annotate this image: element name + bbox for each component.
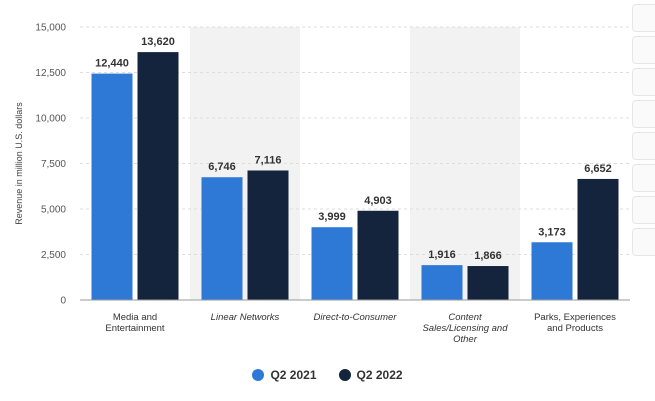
bar: [421, 265, 463, 300]
side-toolbar-button[interactable]: [632, 4, 655, 32]
data-label: 6,652: [584, 163, 612, 175]
bar: [467, 266, 509, 300]
x-tick-label: Content: [448, 312, 482, 323]
bar: [201, 177, 243, 300]
y-tick-label: 12,500: [35, 68, 66, 79]
x-tick-label: and Products: [547, 323, 603, 334]
legend-label-q2-2022: Q2 2022: [356, 368, 403, 382]
x-tick-label: Linear Networks: [211, 312, 280, 323]
x-tick-label: Other: [453, 334, 478, 345]
legend-item-q2-2022[interactable]: Q2 2022: [338, 368, 403, 382]
data-label: 6,746: [208, 161, 236, 173]
data-label: 12,440: [95, 58, 129, 70]
data-label: 7,116: [255, 154, 282, 166]
side-toolbar-button[interactable]: [632, 196, 655, 224]
x-tick-label: Entertainment: [105, 323, 165, 334]
side-toolbar-button[interactable]: [632, 100, 655, 128]
y-tick-label: 5,000: [41, 205, 66, 216]
bar: [311, 227, 353, 300]
legend-item-q2-2021[interactable]: Q2 2021: [252, 368, 317, 382]
x-tick-label: Direct-to-Consumer: [314, 312, 398, 323]
side-toolbar-button[interactable]: [632, 228, 655, 256]
data-label: 4,903: [364, 195, 392, 207]
legend-swatch-q2-2022: [338, 369, 351, 381]
y-tick-label: 15,000: [35, 23, 66, 34]
y-axis-label: Revenue in million U.S. dollars: [14, 102, 24, 225]
data-label: 3,173: [538, 226, 566, 238]
x-tick-label: Sales/Licensing and: [422, 323, 508, 334]
legend: Q2 2021 Q2 2022: [0, 368, 655, 382]
bar: [91, 73, 133, 300]
y-tick-label: 2,500: [41, 250, 66, 261]
bar: [137, 52, 179, 301]
legend-label-q2-2021: Q2 2021: [270, 368, 317, 382]
x-tick-label: Parks, Experiences: [534, 312, 616, 323]
bar: [357, 210, 399, 300]
y-tick-label: 0: [60, 296, 66, 307]
side-toolbar-button[interactable]: [632, 68, 655, 96]
y-tick-label: 10,000: [35, 114, 66, 125]
bar: [247, 170, 289, 300]
side-toolbar-button[interactable]: [632, 164, 655, 192]
data-label: 13,620: [141, 36, 175, 48]
x-tick-label: Media and: [113, 312, 157, 323]
legend-swatch-q2-2021: [252, 369, 265, 381]
bar: [531, 242, 573, 300]
y-tick-label: 7,500: [41, 159, 66, 170]
data-label: 1,916: [428, 249, 456, 261]
data-label: 1,866: [474, 250, 502, 262]
data-label: 3,999: [318, 211, 346, 223]
side-toolbar-button[interactable]: [632, 36, 655, 64]
bar: [577, 178, 619, 300]
side-toolbar-button[interactable]: [632, 132, 655, 160]
